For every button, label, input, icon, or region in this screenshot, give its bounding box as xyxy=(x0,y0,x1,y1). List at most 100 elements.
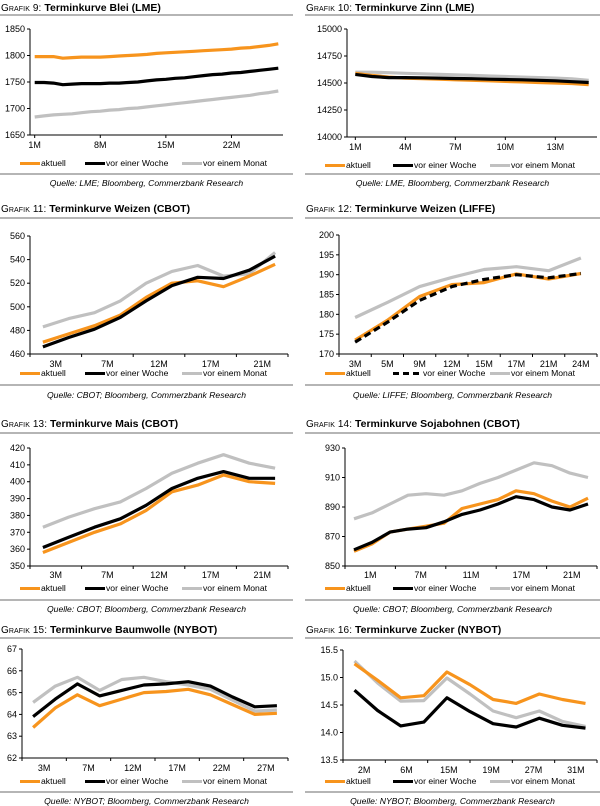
legend-item-aktuell: aktuell xyxy=(20,583,66,593)
legend: aktuell vor einer Woche vor einem Monat xyxy=(0,368,293,380)
y-tick-label: 62 xyxy=(7,753,17,763)
legend: aktuell vor einer Woche vor einem Monat xyxy=(0,583,293,595)
legend-swatch xyxy=(85,161,105,165)
legend-swatch xyxy=(393,779,413,783)
x-tick-label: 10M xyxy=(497,142,515,152)
series-line-vor-einem-monat xyxy=(34,89,279,119)
legend-item-vor-einer-woche: vor einer Woche xyxy=(393,160,476,170)
y-tick-label: 14.0 xyxy=(320,728,338,738)
chart-title-text: Terminkurve Weizen (LIFFE) xyxy=(355,203,496,215)
y-tick-label: 170 xyxy=(319,349,334,359)
chart-title-text: Terminkurve Zucker (NYBOT) xyxy=(355,624,502,636)
chart-number: Grafik 13: xyxy=(1,419,48,430)
title-rule xyxy=(0,432,293,434)
series-line-vor-einer-woche xyxy=(42,254,276,349)
legend-item-aktuell: aktuell xyxy=(325,368,371,378)
legend-item-vor-einem-monat: vor einem Monat xyxy=(490,160,575,170)
chart-panel-g11: Grafik 11: Terminkurve Weizen (CBOT) 460… xyxy=(0,203,293,403)
bottom-rule xyxy=(0,173,293,175)
chart-source: Quelle: LME; Bloomberg, Commerzbank Rese… xyxy=(49,178,244,188)
x-tick-label: 21M xyxy=(540,359,558,369)
y-tick-label: 14000 xyxy=(317,132,342,142)
x-tick-label: 19M xyxy=(482,765,500,775)
y-tick-label: 13.5 xyxy=(320,755,338,765)
chart-title: Grafik 10: Terminkurve Zinn (LME) xyxy=(306,2,474,14)
x-tick-label: 17M xyxy=(508,359,526,369)
y-tick-label: 65 xyxy=(7,688,17,698)
bottom-rule xyxy=(305,791,600,793)
chart-title: Grafik 14: Terminkurve Sojabohnen (CBOT) xyxy=(306,418,520,430)
series-line-vor-einem-monat xyxy=(353,659,586,729)
legend-item-aktuell: aktuell xyxy=(20,368,66,378)
y-tick-label: 15.5 xyxy=(320,645,338,655)
y-tick-label: 480 xyxy=(10,325,25,335)
chart-source: Quelle: CBOT; Bloomberg, Commerzbank Res… xyxy=(352,604,552,614)
legend-swatch xyxy=(490,371,510,375)
bottom-rule xyxy=(0,599,293,601)
x-tick-label: 15M xyxy=(475,359,493,369)
chart-source: Quelle: NYBOT; Bloomberg, Commerzbank Re… xyxy=(44,796,249,806)
x-tick-label: 12M xyxy=(150,570,168,580)
title-rule xyxy=(305,637,600,639)
bottom-rule xyxy=(305,599,600,601)
x-tick-label: 2M xyxy=(358,765,371,775)
chart-title-text: Terminkurve Sojabohnen (CBOT) xyxy=(355,418,520,430)
legend-label: vor einem Monat xyxy=(203,583,268,593)
legend-item-vor-einem-monat: vor einem Monat xyxy=(490,368,575,378)
legend-label: vor einem Monat xyxy=(203,368,268,378)
series-line-vor-einer-woche xyxy=(32,680,277,718)
y-tick-label: 1850 xyxy=(5,24,25,34)
x-tick-label: 17M xyxy=(513,570,531,580)
y-tick-label: 64 xyxy=(7,709,17,719)
legend-swatch xyxy=(325,163,345,167)
series-line-vor-einer-woche xyxy=(354,271,582,344)
y-tick-label: 370 xyxy=(10,527,25,537)
legend-swatch xyxy=(393,163,413,167)
legend-label: aktuell xyxy=(346,583,371,593)
x-tick-label: 7M xyxy=(414,570,427,580)
y-tick-label: 890 xyxy=(325,502,340,512)
legend-item-aktuell: aktuell xyxy=(20,158,66,168)
x-tick-label: 7M xyxy=(101,359,114,369)
series-line-aktuell xyxy=(42,473,276,554)
x-tick-label: 3M xyxy=(50,570,63,580)
x-tick-label: 21M xyxy=(253,570,271,580)
legend-swatch xyxy=(325,586,345,590)
chart-panel-g14: Grafik 14: Terminkurve Sojabohnen (CBOT)… xyxy=(305,418,600,614)
y-tick-label: 1700 xyxy=(5,104,25,114)
series-line-vor-einem-monat xyxy=(42,453,276,529)
y-tick-label: 360 xyxy=(10,544,25,554)
series-line-vor-einer-woche xyxy=(353,495,589,552)
y-tick-label: 67 xyxy=(7,644,17,654)
line-chart-g11: 460 480 500 520 540 560 3M 7M 12M 17M 21M xyxy=(10,231,289,369)
y-tick-label: 850 xyxy=(325,561,340,571)
y-tick-label: 500 xyxy=(10,302,25,312)
series-line-vor-einem-monat xyxy=(354,256,582,319)
line-chart-g12: 170 175 180 185 190 195 200 3M 5M 9M 12M 15M 17M 21M 2… xyxy=(319,230,598,369)
y-tick-label: 180 xyxy=(319,309,334,319)
legend-label: aktuell xyxy=(41,583,66,593)
x-tick-label: 17M xyxy=(202,359,220,369)
x-tick-label: 5M xyxy=(381,359,394,369)
line-chart-g10: 14000 14250 14500 14750 15000 1M 4M 7M 10M 13M xyxy=(317,24,597,152)
title-rule xyxy=(0,14,293,16)
x-tick-label: 17M xyxy=(202,570,220,580)
series-line-vor-einer-woche xyxy=(355,72,589,85)
legend-item-vor-einem-monat: vor einem Monat xyxy=(182,776,267,786)
legend-item-vor-einem-monat: vor einem Monat xyxy=(490,583,575,593)
y-tick-label: 1800 xyxy=(5,51,25,61)
x-tick-label: 6M xyxy=(400,765,413,775)
chart-source: Quelle: CBOT; Bloomberg, Commerzbank Res… xyxy=(46,390,246,400)
legend-swatch xyxy=(325,779,345,783)
legend-label: vor einer Woche xyxy=(423,368,486,378)
legend-label: vor einem Monat xyxy=(511,368,576,378)
series-line-aktuell xyxy=(34,42,279,60)
chart-panel-g15: Grafik 15: Terminkurve Baumwolle (NYBOT)… xyxy=(0,624,293,806)
chart-number: Grafik 11: xyxy=(1,204,47,215)
x-tick-label: 7M xyxy=(449,142,462,152)
legend-item-vor-einer-woche: vor einer Woche xyxy=(85,368,168,378)
chart-number: Grafik 12: xyxy=(306,204,353,215)
y-tick-label: 380 xyxy=(10,510,25,520)
chart-source: Quelle: NYBOT; Bloomberg, Commerzbank Re… xyxy=(350,796,555,806)
line-chart-g16: 13.5 14.0 14.5 15.0 15.5 2M 6M 15M 19M 27M 31M xyxy=(320,645,598,775)
